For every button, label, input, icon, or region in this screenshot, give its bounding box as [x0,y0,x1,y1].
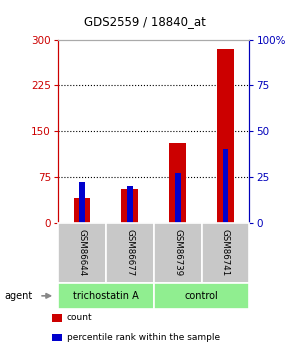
Text: trichostatin A: trichostatin A [73,291,139,301]
Text: control: control [185,291,218,301]
Text: GSM86677: GSM86677 [125,229,134,276]
Bar [122,189,138,223]
Text: GDS2559 / 18840_at: GDS2559 / 18840_at [84,16,206,29]
Text: GSM86644: GSM86644 [77,229,86,276]
Bar [169,143,186,223]
Bar [127,186,133,223]
Bar [79,182,85,223]
Text: GSM86739: GSM86739 [173,229,182,276]
Bar [175,173,181,223]
Text: GSM86741: GSM86741 [221,229,230,276]
Text: agent: agent [4,291,32,301]
Bar [222,149,229,223]
Bar [74,198,90,223]
Text: count: count [67,313,92,322]
Bar [217,49,234,223]
Text: percentile rank within the sample: percentile rank within the sample [67,333,220,342]
